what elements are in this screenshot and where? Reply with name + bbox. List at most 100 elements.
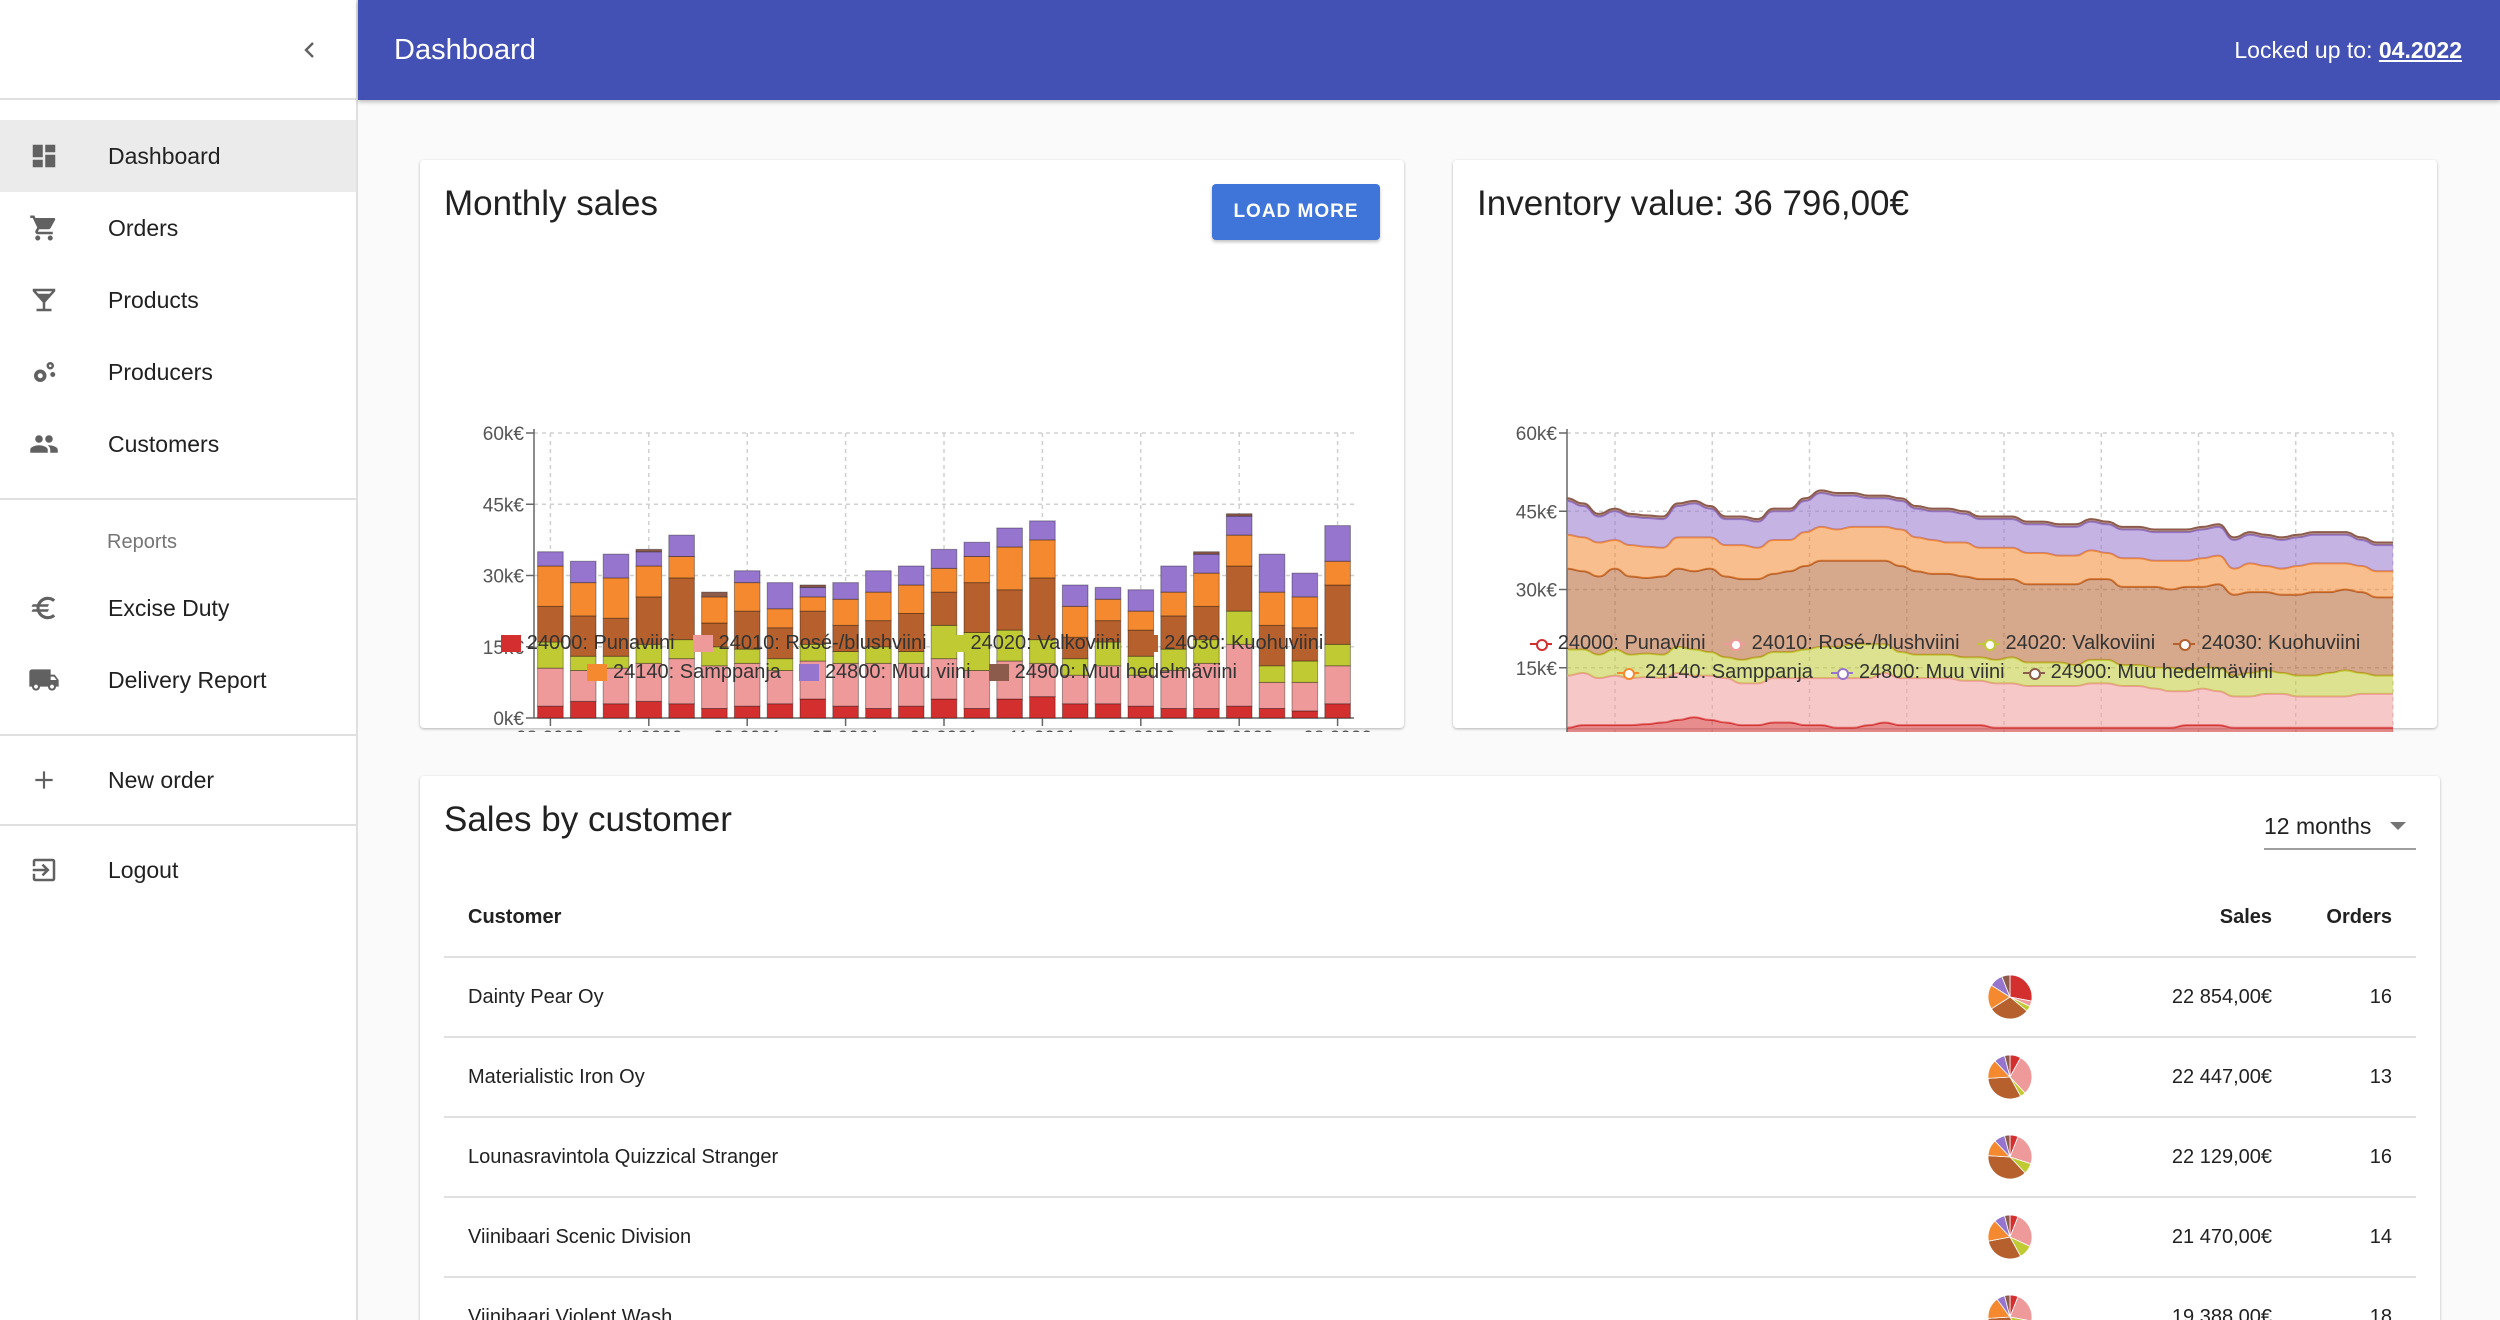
bar-segment[interactable] — [1193, 572, 1220, 607]
bar-segment[interactable] — [1324, 525, 1351, 562]
nav-item-customers[interactable]: Customers — [0, 408, 356, 480]
bar-segment[interactable] — [963, 670, 991, 709]
bar-segment[interactable] — [799, 596, 827, 612]
bar-segment[interactable] — [897, 565, 925, 586]
legend-item[interactable]: 24800: Muu viini — [1830, 661, 2005, 684]
area-layer[interactable] — [1567, 526, 2393, 598]
bar-segment[interactable] — [996, 527, 1023, 548]
locked-date-link[interactable]: 04.2022 — [2378, 36, 2462, 63]
bar-segment[interactable] — [635, 551, 663, 567]
legend-item[interactable]: 24900: Muu hedelmäviini — [988, 661, 1237, 684]
bar-segment[interactable] — [1225, 513, 1253, 517]
nav-item-logout[interactable]: Logout — [0, 834, 356, 906]
legend-item[interactable]: 24020: Valkoviini — [1977, 632, 2155, 655]
legend-item[interactable]: 24000: Punaviini — [1529, 632, 1706, 655]
load-more-button[interactable]: LOAD MORE — [1212, 184, 1380, 240]
bar-segment[interactable] — [1324, 560, 1351, 586]
area-layer[interactable] — [1567, 644, 2393, 697]
bar-segment[interactable] — [963, 708, 991, 719]
bar-segment[interactable] — [1029, 577, 1056, 641]
bar-segment[interactable] — [766, 703, 794, 719]
bar-segment[interactable] — [733, 570, 761, 584]
nav-item-dashboard[interactable]: Dashboard — [0, 120, 356, 192]
bar-segment[interactable] — [963, 582, 991, 633]
bar-segment[interactable] — [733, 610, 761, 650]
bar-segment[interactable] — [963, 556, 991, 584]
bar-segment[interactable] — [1193, 708, 1220, 719]
bar-segment[interactable] — [1029, 696, 1056, 719]
bar-segment[interactable] — [733, 662, 761, 707]
legend-item[interactable]: 24010: Rosé-/blushviini — [692, 632, 927, 655]
bar-segment[interactable] — [537, 565, 564, 607]
area-layer[interactable] — [1567, 717, 2393, 732]
bar-segment[interactable] — [1291, 681, 1319, 712]
area-layer[interactable] — [1567, 492, 2393, 572]
legend-item[interactable]: 24030: Kuohuviini — [2173, 632, 2360, 655]
bar-segment[interactable] — [1127, 674, 1155, 707]
bar-segment[interactable] — [635, 700, 663, 719]
bar-segment[interactable] — [668, 658, 695, 705]
legend-item[interactable]: 24140: Samppanja — [587, 661, 781, 684]
bar-segment[interactable] — [799, 584, 827, 588]
bar-segment[interactable] — [1258, 624, 1286, 667]
bar-segment[interactable] — [1291, 710, 1319, 719]
legend-item[interactable]: 24020: Valkoviini — [944, 632, 1120, 655]
bar-segment[interactable] — [832, 662, 859, 707]
bar-segment[interactable] — [897, 584, 925, 614]
column-header-customer[interactable]: Customer — [468, 905, 562, 928]
area-layer[interactable] — [1567, 672, 2393, 728]
column-header-orders[interactable]: Orders — [2326, 905, 2392, 928]
bar-segment[interactable] — [766, 670, 794, 705]
bar-segment[interactable] — [996, 589, 1023, 631]
bar-segment[interactable] — [1324, 665, 1351, 705]
bar-segment[interactable] — [832, 598, 859, 626]
bar-segment[interactable] — [668, 556, 695, 579]
nav-item-products[interactable]: Products — [0, 264, 356, 336]
bar-segment[interactable] — [537, 705, 564, 719]
bar-segment[interactable] — [799, 610, 827, 645]
bar-segment[interactable] — [930, 567, 958, 593]
nav-item-producers[interactable]: Producers — [0, 336, 356, 408]
bar-segment[interactable] — [1225, 705, 1253, 719]
bar-segment[interactable] — [1225, 565, 1253, 612]
bar-segment[interactable] — [1225, 515, 1253, 536]
bar-segment[interactable] — [1324, 703, 1351, 719]
bar-segment[interactable] — [799, 698, 827, 719]
bar-segment[interactable] — [865, 591, 892, 622]
bar-segment[interactable] — [1225, 534, 1253, 567]
nav-item-delivery-report[interactable]: Delivery Report — [0, 644, 356, 716]
bar-segment[interactable] — [930, 698, 958, 719]
nav-item-orders[interactable]: Orders — [0, 192, 356, 264]
bar-segment[interactable] — [701, 708, 728, 719]
bar-segment[interactable] — [832, 705, 859, 719]
bar-segment[interactable] — [930, 548, 958, 569]
bar-segment[interactable] — [1160, 591, 1187, 617]
bar-segment[interactable] — [635, 548, 663, 553]
bar-segment[interactable] — [1225, 610, 1253, 645]
legend-item[interactable]: 24900: Muu hedelmäviini — [2022, 661, 2273, 684]
bar-segment[interactable] — [668, 703, 695, 719]
bar-segment[interactable] — [1061, 674, 1089, 705]
bar-segment[interactable] — [1160, 565, 1187, 593]
bar-segment[interactable] — [602, 617, 630, 657]
bar-segment[interactable] — [1193, 662, 1220, 709]
bar-segment[interactable] — [766, 608, 794, 629]
bar-segment[interactable] — [701, 665, 728, 709]
bar-segment[interactable] — [1291, 627, 1319, 662]
bar-segment[interactable] — [930, 591, 958, 626]
period-select[interactable]: 12 months — [2264, 804, 2416, 850]
bar-segment[interactable] — [602, 667, 630, 705]
bar-segment[interactable] — [996, 629, 1023, 662]
bar-segment[interactable] — [602, 577, 630, 619]
legend-item[interactable]: 24000: Punaviini — [500, 632, 675, 655]
legend-item[interactable]: 24800: Muu viini — [798, 661, 971, 684]
collapse-sidebar-button[interactable] — [290, 30, 330, 70]
bar-segment[interactable] — [635, 565, 663, 598]
bar-segment[interactable] — [701, 591, 728, 598]
bar-segment[interactable] — [897, 705, 925, 719]
bar-segment[interactable] — [1324, 584, 1351, 645]
bar-segment[interactable] — [766, 627, 794, 660]
bar-segment[interactable] — [1193, 605, 1220, 641]
area-layer[interactable] — [1567, 490, 2393, 546]
bar-segment[interactable] — [1029, 539, 1056, 579]
